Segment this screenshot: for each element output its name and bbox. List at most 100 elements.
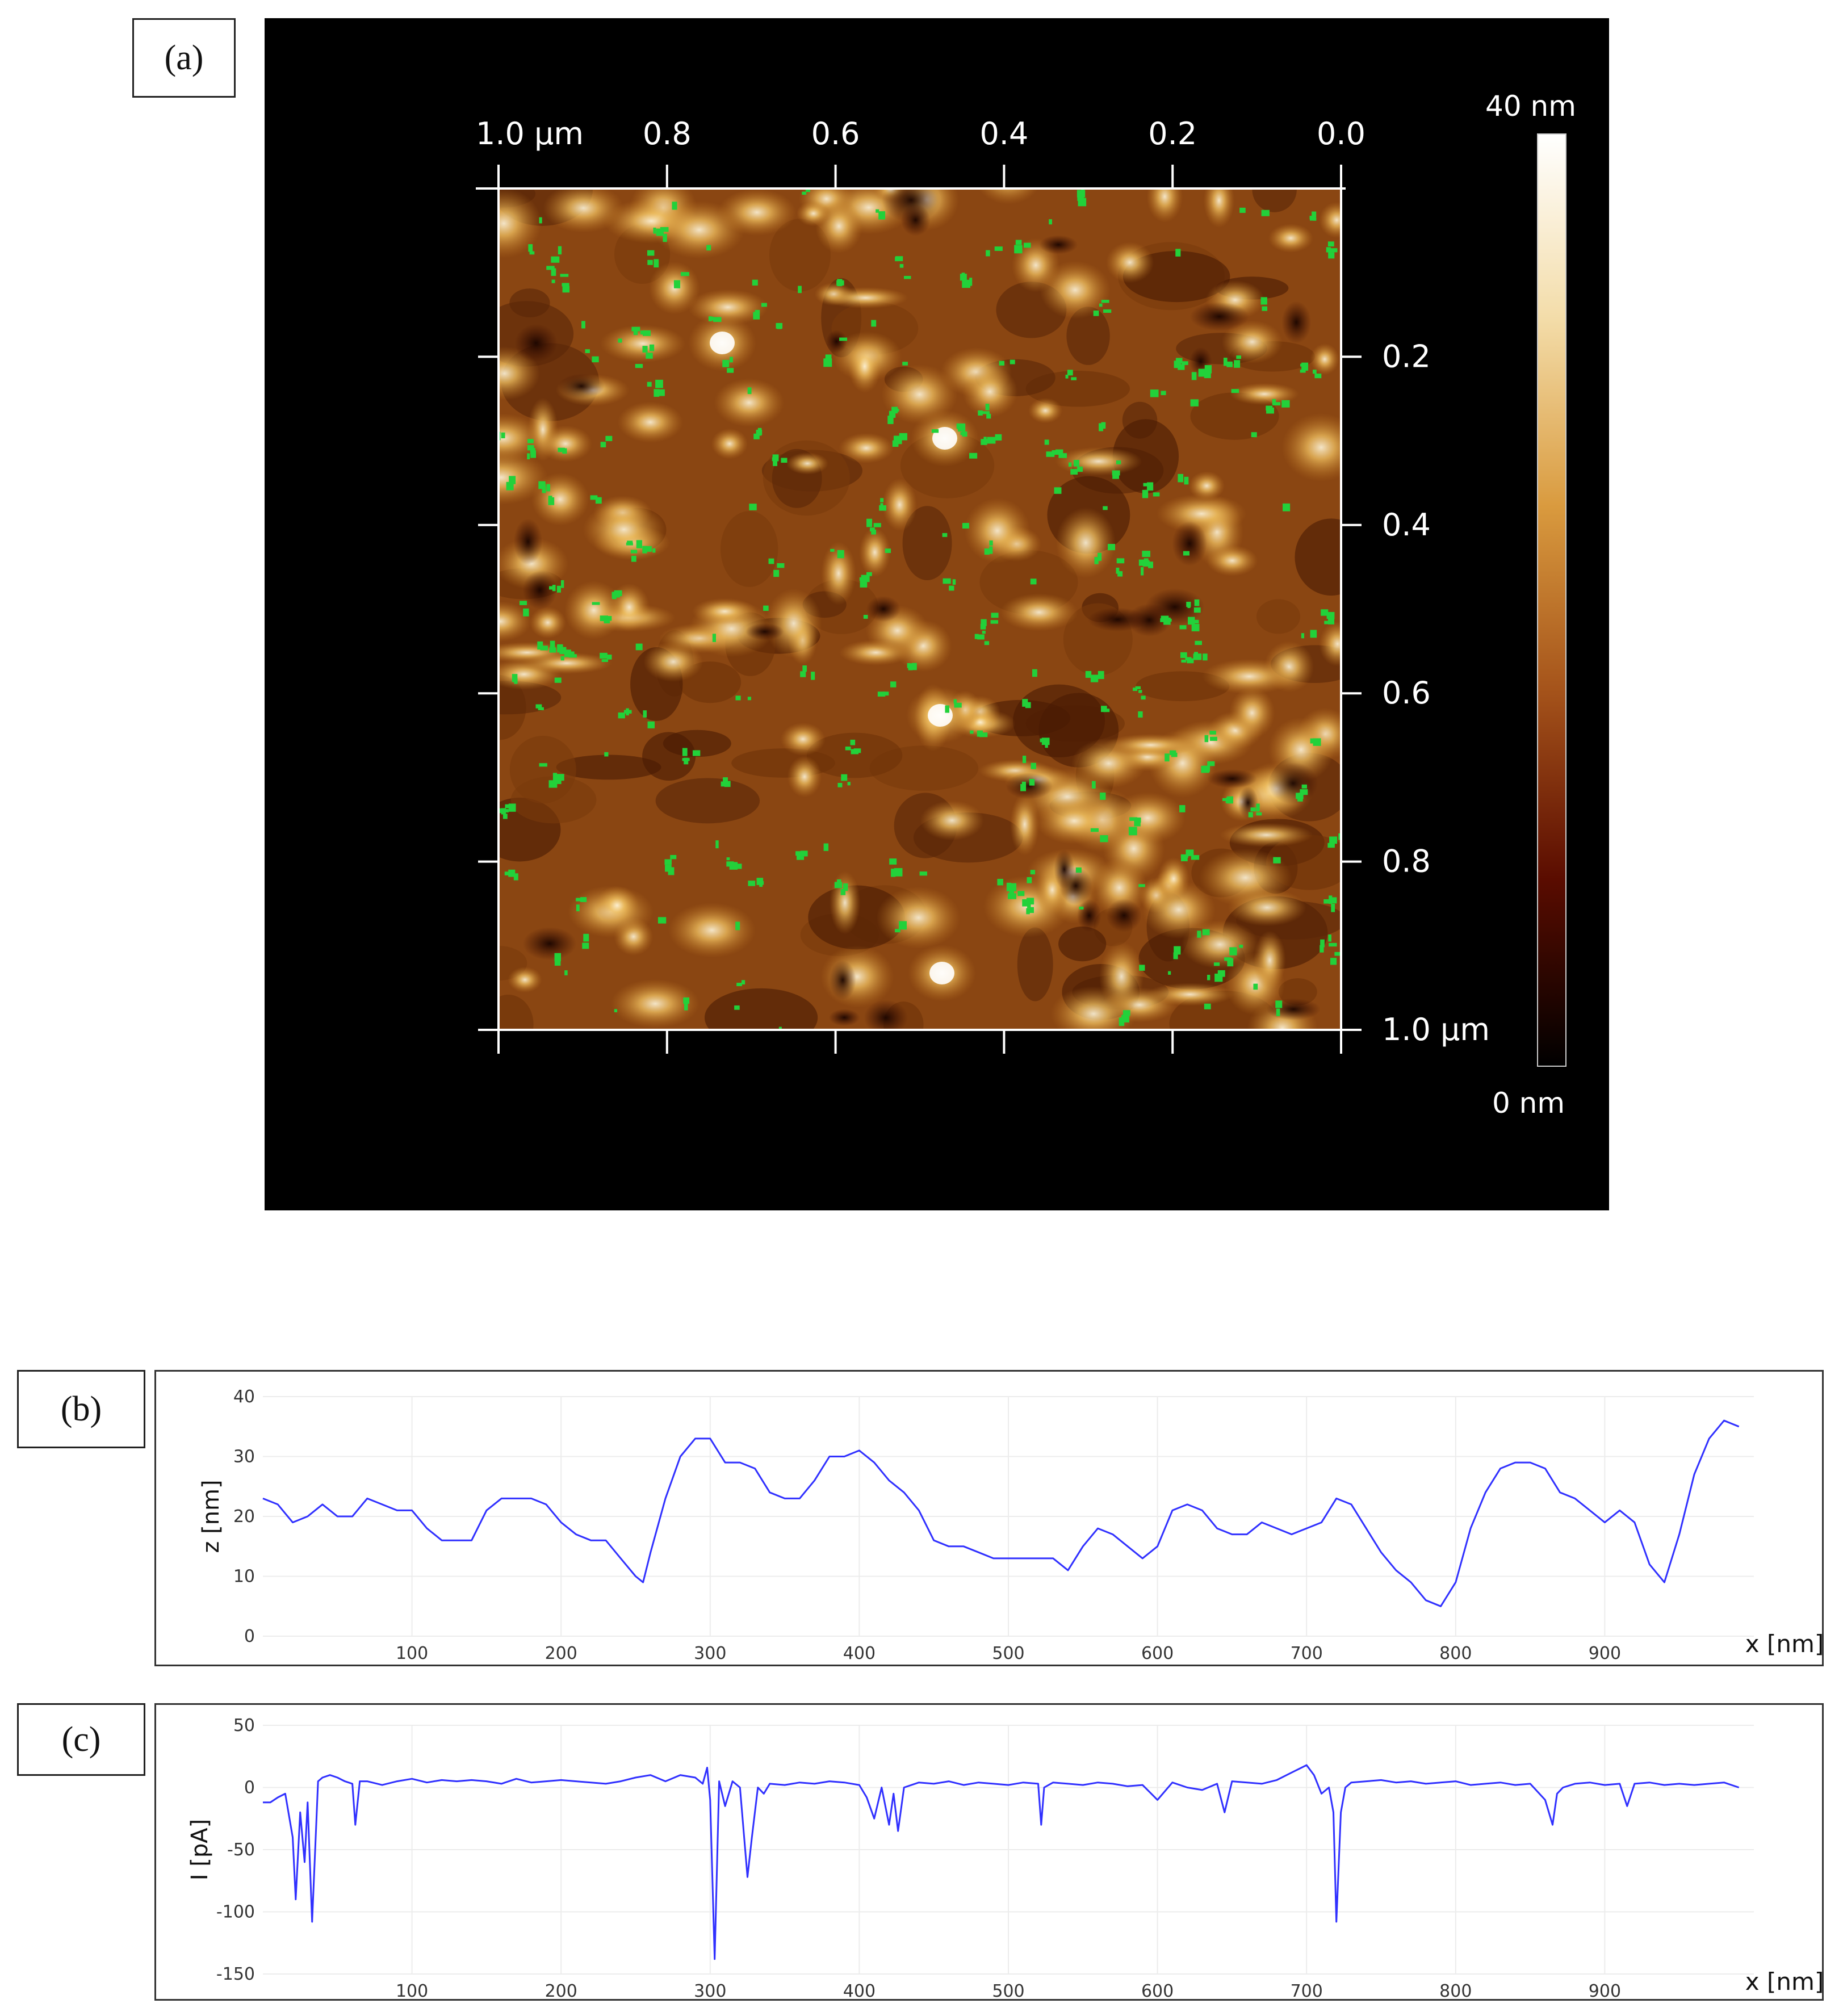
conductive-spot [1231, 389, 1239, 393]
conductive-spot [1239, 944, 1243, 948]
afm-grain [1268, 224, 1313, 253]
conductive-spot [590, 495, 598, 500]
x-axis-label: x [nm] [1745, 1630, 1822, 1658]
conductive-spot [878, 211, 886, 220]
conductive-spot [1262, 306, 1268, 311]
afm-grain [529, 606, 567, 639]
conductive-spot [984, 548, 990, 555]
conductive-spot [663, 233, 667, 242]
conductive-spot [1296, 793, 1304, 799]
conductive-spot [670, 854, 677, 860]
conductive-spot [724, 781, 731, 787]
conductive-spot [907, 663, 911, 668]
conductive-spot [560, 656, 564, 661]
conductive-spot [1077, 190, 1086, 198]
conductive-spot [1049, 219, 1052, 225]
colorbar-min-label: 0 nm [1492, 1087, 1565, 1120]
conductive-spot [1236, 355, 1241, 359]
conductive-spot [627, 540, 633, 544]
conductive-spot [871, 320, 877, 327]
afm-grain [820, 542, 856, 605]
conductive-spot [1029, 779, 1035, 786]
conductive-spot [1204, 1003, 1211, 1009]
conductive-spot [630, 550, 638, 554]
conductive-spot [834, 882, 843, 888]
conductive-spot [537, 641, 543, 650]
conductive-spot [861, 575, 870, 582]
x-tick-label: 400 [843, 1981, 876, 1999]
afm-grain [1319, 621, 1341, 667]
conductive-spot [595, 497, 602, 504]
conductive-spot [1139, 965, 1145, 971]
conductive-spot [631, 556, 636, 562]
afm-pit [514, 324, 558, 362]
afm-grain [823, 287, 908, 309]
conductive-spot [1194, 599, 1200, 606]
conductive-spot [1321, 609, 1329, 616]
conductive-spot [755, 309, 760, 314]
afm-pit [1039, 235, 1078, 254]
conductive-spot [1141, 695, 1146, 700]
afm-grain [1229, 383, 1299, 405]
conductive-spot [1198, 368, 1207, 377]
conductive-spot [527, 453, 530, 460]
profile-line [263, 1764, 1740, 1960]
conductive-spot [1133, 688, 1138, 691]
conductive-spot [552, 773, 558, 781]
x-tick-label: 800 [1439, 1981, 1472, 1999]
conductive-spot [1027, 900, 1031, 908]
conductive-spot [800, 671, 806, 677]
conductive-spot [962, 279, 971, 288]
conductive-spot [1203, 765, 1210, 772]
conductive-spot [898, 921, 907, 930]
conductive-spot [551, 256, 560, 263]
conductive-spot [1173, 952, 1178, 959]
conductive-spot [568, 654, 577, 658]
conductive-spot [1204, 365, 1212, 374]
conductive-spot [892, 440, 899, 447]
conductive-spot [735, 921, 740, 931]
conductive-spot [1222, 798, 1231, 801]
conductive-spot [1266, 407, 1274, 414]
conductive-spot [1309, 216, 1315, 220]
conductive-spot [969, 278, 973, 286]
conductive-spot [1073, 460, 1079, 467]
conductive-spot [618, 338, 622, 343]
conductive-spot [1093, 310, 1099, 316]
conductive-spot [1129, 817, 1138, 821]
conductive-spot [1301, 784, 1307, 789]
conductive-spot [1101, 300, 1109, 303]
afm-y-tick-labels: 0.2 0.4 0.6 0.8 1.0 µm [1382, 338, 1490, 1047]
afm-pit [1268, 762, 1318, 804]
afm-pit [1106, 899, 1142, 932]
conductive-spot [1273, 857, 1281, 864]
conductive-spot [1148, 561, 1154, 568]
conductive-spot [877, 691, 886, 697]
afm-grain [920, 800, 984, 841]
conductive-spot [558, 447, 565, 452]
afm-valley [1066, 307, 1110, 365]
conductive-spot [1141, 567, 1144, 576]
conductive-spot [646, 353, 653, 359]
conductive-spot [499, 808, 505, 814]
conductive-spot [558, 246, 562, 255]
conductive-spot [798, 286, 802, 294]
conductive-spot [1310, 630, 1317, 638]
conductive-spot [1324, 621, 1329, 625]
conductive-spot [1022, 899, 1028, 907]
conductive-spot [1204, 735, 1209, 743]
afm-pit [829, 960, 856, 1000]
afm-valley [902, 506, 952, 581]
afm-grain [1099, 941, 1144, 1012]
conductive-spot [1193, 607, 1201, 613]
conductive-spot [837, 279, 843, 287]
conductive-spot [1181, 855, 1188, 862]
conductive-spot [1229, 947, 1237, 955]
conductive-spot [1077, 466, 1083, 472]
conductive-spot [777, 563, 785, 568]
conductive-spot [1103, 506, 1108, 510]
conductive-spot [1214, 973, 1223, 982]
conductive-spot [1329, 836, 1338, 844]
conductive-spot [895, 929, 900, 933]
conductive-spot [1210, 736, 1217, 741]
